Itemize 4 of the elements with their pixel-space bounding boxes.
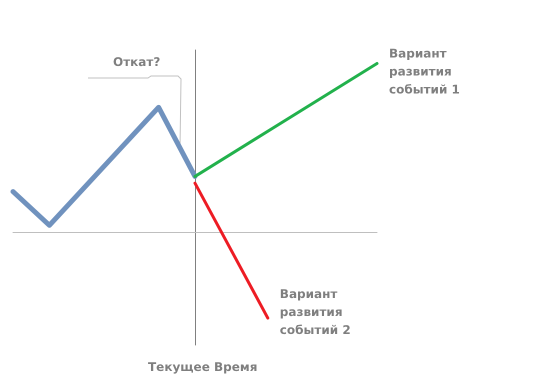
text: Текущее Время: [148, 360, 258, 374]
series-label: Вариант развития событий 1: [389, 46, 460, 96]
annotation: Откат?: [113, 55, 160, 69]
series-label: Вариант развития событий 2: [280, 287, 351, 338]
